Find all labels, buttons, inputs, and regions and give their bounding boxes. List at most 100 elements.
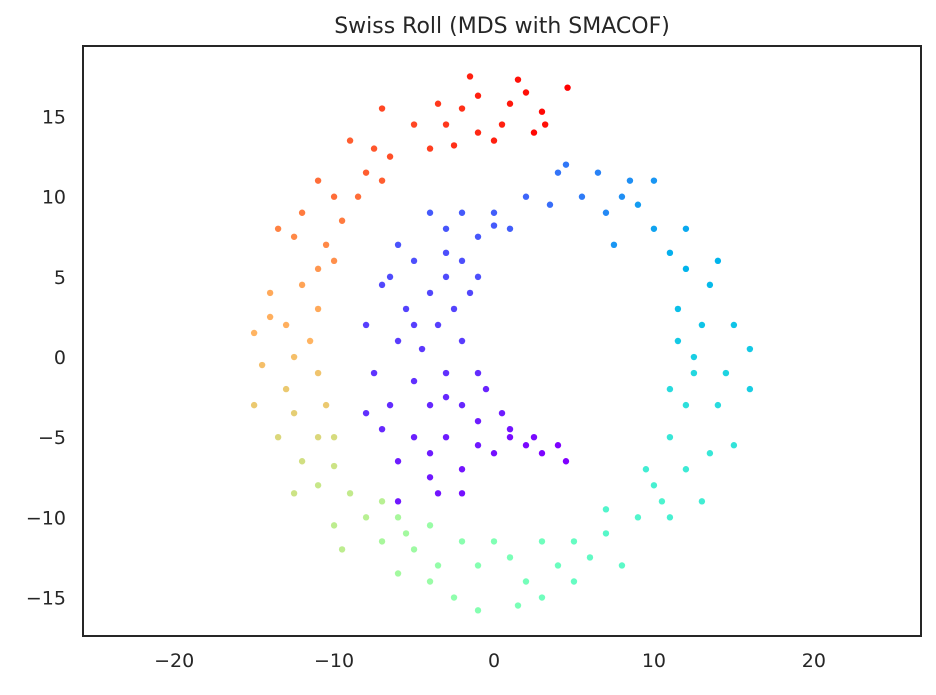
data-point <box>618 562 626 569</box>
data-point <box>546 201 554 208</box>
data-point <box>466 289 474 297</box>
data-point <box>682 225 690 232</box>
data-point <box>650 482 658 489</box>
data-point <box>250 401 258 409</box>
data-point <box>426 209 434 216</box>
data-point <box>538 450 546 457</box>
data-point <box>314 265 322 273</box>
data-point <box>458 337 466 345</box>
data-point <box>362 409 370 417</box>
data-point <box>570 578 578 585</box>
data-point <box>666 433 674 441</box>
data-point <box>394 458 402 465</box>
data-point <box>514 602 522 609</box>
chart-title: Swiss Roll (MDS with SMACOF) <box>334 14 670 39</box>
data-point <box>378 538 386 545</box>
data-point <box>442 393 450 401</box>
data-point <box>402 305 410 313</box>
data-point <box>314 482 322 489</box>
data-point <box>570 538 578 545</box>
data-point <box>266 289 274 297</box>
data-point <box>418 345 426 353</box>
data-point <box>386 273 394 281</box>
data-point <box>378 281 386 289</box>
data-point <box>562 161 570 168</box>
data-point <box>594 169 602 176</box>
data-point <box>442 273 450 281</box>
data-point <box>346 490 354 497</box>
data-point <box>474 233 482 240</box>
data-point <box>514 76 522 83</box>
y-axis: 15 10 5 0 −5 −10 −15 <box>26 107 66 610</box>
data-point <box>490 137 498 144</box>
data-point <box>474 442 482 449</box>
data-point <box>402 530 410 537</box>
data-point <box>658 498 666 505</box>
data-point <box>746 385 754 393</box>
data-point <box>506 554 514 561</box>
data-point <box>554 169 562 176</box>
data-point <box>442 433 450 441</box>
data-point <box>330 433 338 441</box>
data-point <box>266 313 274 321</box>
data-point <box>602 506 610 513</box>
data-point <box>698 498 706 505</box>
points-layer <box>250 73 754 614</box>
data-point <box>426 474 434 481</box>
y-tick-label: 10 <box>42 187 66 209</box>
y-tick-label: −10 <box>26 507 66 529</box>
data-point <box>274 433 282 441</box>
data-point <box>410 257 418 265</box>
data-point <box>474 562 482 569</box>
data-point <box>426 401 434 409</box>
data-point <box>322 241 330 249</box>
data-point <box>698 321 706 329</box>
data-point <box>258 361 266 369</box>
x-tick-label: −20 <box>154 650 194 672</box>
data-point <box>474 273 482 281</box>
data-point <box>650 177 658 184</box>
data-point <box>394 337 402 345</box>
data-point <box>314 433 322 441</box>
data-point <box>458 105 466 112</box>
data-point <box>322 401 330 409</box>
data-point <box>541 121 549 128</box>
x-tick-label: 20 <box>802 650 826 672</box>
data-point <box>458 401 466 409</box>
data-point <box>634 514 642 521</box>
data-point <box>522 89 530 96</box>
data-point <box>746 345 754 353</box>
y-tick-label: 0 <box>54 347 66 369</box>
data-point <box>410 321 418 329</box>
data-point <box>714 401 722 409</box>
data-point <box>458 209 466 216</box>
data-point <box>538 538 546 545</box>
y-tick-label: 5 <box>54 267 66 289</box>
data-point <box>370 145 378 152</box>
data-point <box>602 530 610 537</box>
data-point <box>394 514 402 521</box>
data-point <box>450 142 458 149</box>
data-point <box>586 554 594 561</box>
data-point <box>378 425 386 433</box>
data-point <box>674 305 682 313</box>
data-point <box>506 225 514 232</box>
data-point <box>490 450 498 457</box>
data-point <box>274 225 282 232</box>
data-point <box>434 490 442 497</box>
data-point <box>458 466 466 473</box>
data-point <box>290 409 298 417</box>
data-point <box>378 498 386 505</box>
x-tick-label: 0 <box>488 650 500 672</box>
data-point <box>722 369 730 377</box>
data-point <box>394 241 402 249</box>
y-tick-label: −5 <box>38 427 66 449</box>
data-point <box>506 100 514 107</box>
data-point <box>538 594 546 601</box>
data-point <box>650 225 658 232</box>
data-point <box>338 217 346 224</box>
data-point <box>562 458 570 465</box>
data-point <box>458 538 466 545</box>
